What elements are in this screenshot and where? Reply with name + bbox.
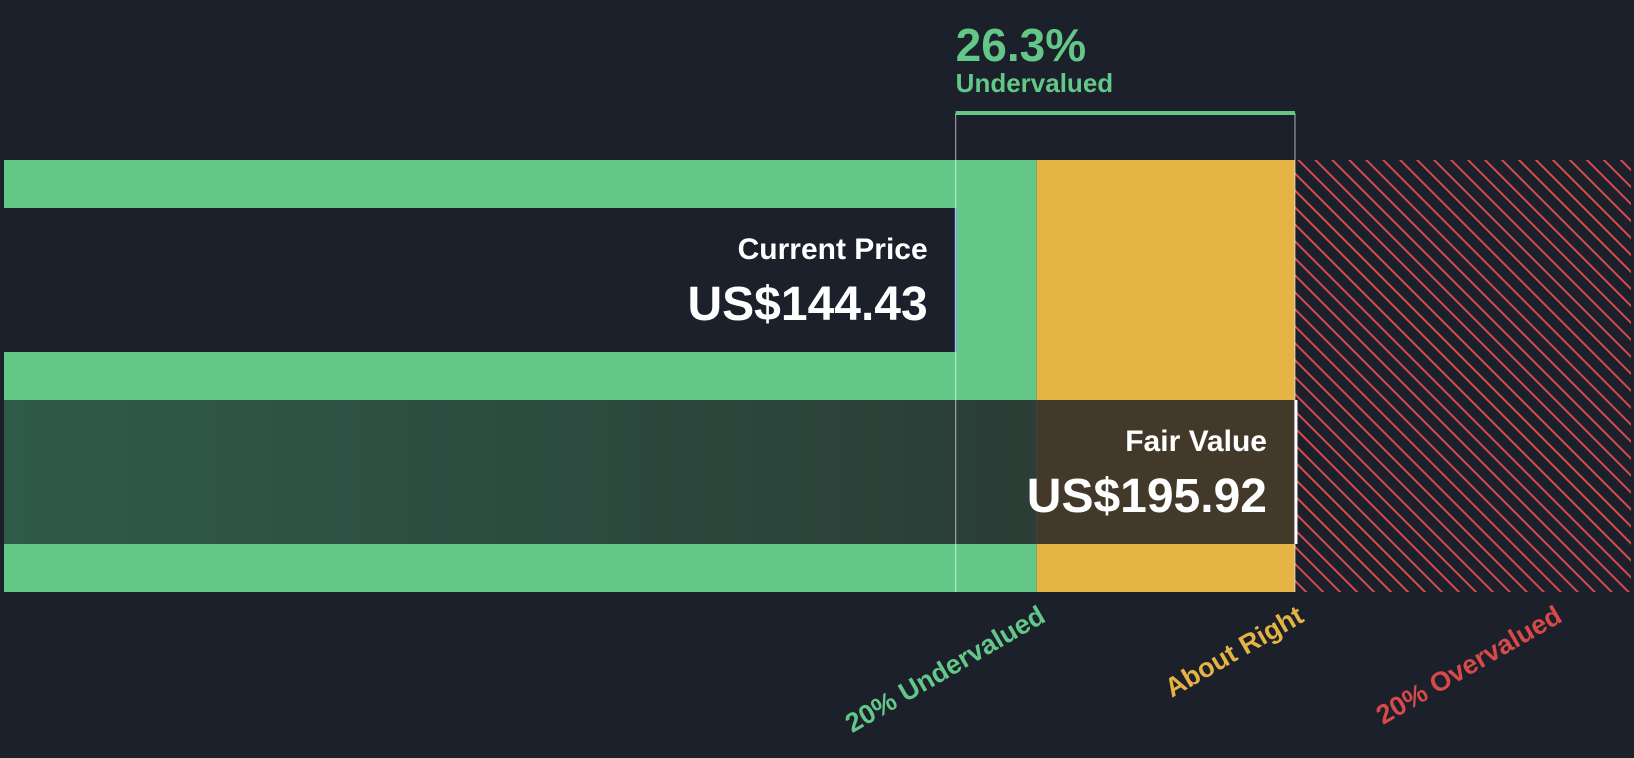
fair-value-value: US$195.92 bbox=[1026, 470, 1267, 523]
difference-percent: 26.3% bbox=[955, 19, 1087, 71]
fair-value-bar-overlap bbox=[1036, 400, 1295, 544]
current-price-label: Current Price bbox=[737, 233, 928, 266]
fair-value-bar bbox=[4, 400, 1037, 544]
current-price-bar bbox=[4, 208, 956, 352]
difference-label: Undervalued bbox=[955, 68, 1114, 98]
fair-value-label: Fair Value bbox=[1125, 425, 1267, 458]
zone-overvalued bbox=[1294, 160, 1631, 592]
current-price-value: US$144.43 bbox=[687, 278, 928, 331]
